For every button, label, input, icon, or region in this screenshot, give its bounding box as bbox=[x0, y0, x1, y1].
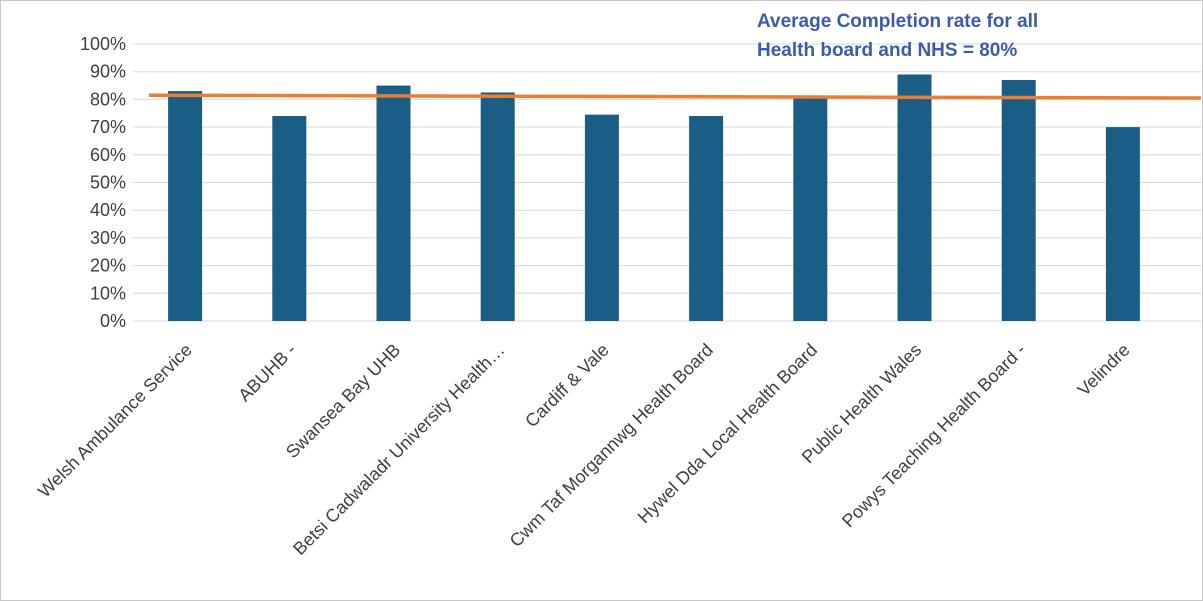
y-tick-label: 40% bbox=[90, 200, 126, 220]
bar bbox=[272, 116, 307, 322]
x-axis-category-labels: Welsh Ambulance Service ABUHB -Swansea Ba… bbox=[34, 340, 1134, 559]
y-tick-label: 80% bbox=[90, 89, 126, 109]
x-category-label: Cardiff & Vale bbox=[521, 340, 612, 431]
x-category-label: Cwm Taf Morgannwg Health Board bbox=[506, 340, 717, 551]
x-category-label: Betsi Cadwaladr University Health… bbox=[289, 340, 508, 559]
y-tick-label: 100% bbox=[80, 34, 126, 54]
bar bbox=[689, 116, 724, 322]
gridlines bbox=[133, 43, 1201, 322]
bar bbox=[793, 96, 828, 321]
x-category-label: Swansea Bay UHB bbox=[282, 340, 404, 462]
y-tick-label: 60% bbox=[90, 145, 126, 165]
bar bbox=[1105, 127, 1140, 321]
annotation-line-1: Average Completion rate for all bbox=[757, 11, 1038, 32]
x-category-label: Velindre bbox=[1074, 340, 1134, 400]
y-axis-tick-labels: 0% 10% 20% 30% 40% 50% 60% 70% 80% 90% 100% bbox=[80, 34, 126, 331]
bar bbox=[480, 92, 515, 321]
reference-line-group bbox=[148, 93, 1202, 100]
bars bbox=[168, 74, 1140, 322]
y-tick-label: 50% bbox=[90, 173, 126, 193]
y-tick-label: 30% bbox=[90, 228, 126, 248]
x-category-label: ABUHB - bbox=[234, 340, 300, 406]
annotation: Average Completion rate for all Health b… bbox=[757, 11, 1038, 61]
x-category-label: Welsh Ambulance Service bbox=[34, 340, 196, 502]
bar bbox=[584, 114, 619, 321]
y-tick-label: 20% bbox=[90, 256, 126, 276]
bar bbox=[897, 74, 932, 321]
annotation-line-2: Health board and NHS = 80% bbox=[757, 40, 1017, 61]
y-tick-label: 70% bbox=[90, 117, 126, 137]
bar bbox=[376, 85, 411, 321]
bar bbox=[168, 91, 203, 321]
x-category-label: Powys Teaching Health Board - bbox=[838, 340, 1029, 531]
bar bbox=[1001, 80, 1036, 321]
y-tick-label: 0% bbox=[100, 311, 126, 331]
average-reference-line bbox=[148, 93, 1202, 100]
y-tick-label: 90% bbox=[90, 62, 126, 82]
y-tick-label: 10% bbox=[90, 283, 126, 303]
x-category-label: Hywel Dda Local Health Board bbox=[634, 340, 821, 527]
